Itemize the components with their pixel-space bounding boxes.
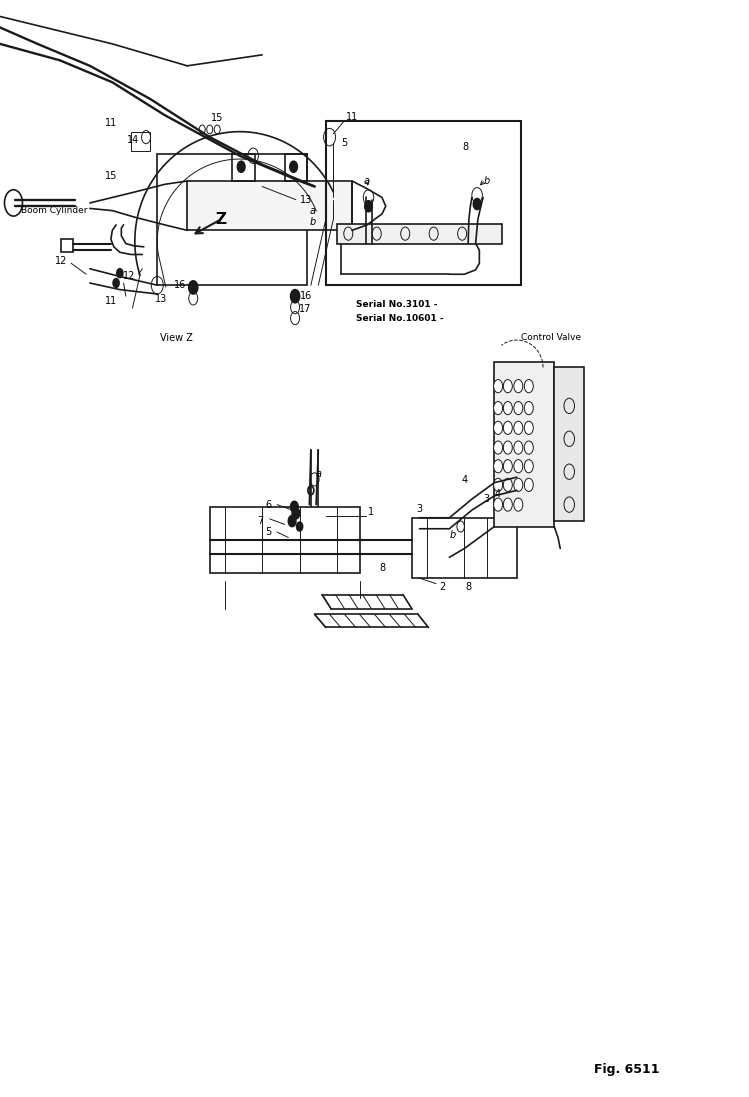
Text: 12: 12: [55, 256, 67, 267]
Text: 11: 11: [346, 112, 358, 123]
Text: b: b: [484, 176, 490, 186]
Bar: [232, 154, 255, 181]
Text: 15: 15: [211, 113, 223, 124]
Text: 6: 6: [265, 499, 271, 510]
Text: 5: 5: [342, 137, 348, 148]
Bar: [285, 154, 307, 181]
Circle shape: [503, 498, 512, 511]
Bar: [131, 132, 150, 151]
Circle shape: [524, 421, 533, 434]
Circle shape: [494, 478, 503, 491]
Text: 13: 13: [300, 194, 312, 205]
Text: 3: 3: [416, 504, 422, 514]
Circle shape: [524, 460, 533, 473]
Circle shape: [291, 501, 298, 512]
Text: 4: 4: [461, 475, 467, 486]
Text: 16: 16: [174, 280, 186, 291]
Text: 16: 16: [300, 291, 312, 302]
Circle shape: [524, 478, 533, 491]
Text: 17: 17: [300, 304, 312, 315]
Circle shape: [503, 402, 512, 415]
Text: 8: 8: [379, 563, 385, 574]
Circle shape: [494, 421, 503, 434]
Circle shape: [514, 478, 523, 491]
Circle shape: [290, 161, 297, 172]
Circle shape: [494, 380, 503, 393]
Circle shape: [365, 201, 372, 212]
Circle shape: [494, 460, 503, 473]
Text: 12: 12: [123, 271, 135, 282]
Bar: [326, 121, 521, 285]
Circle shape: [503, 441, 512, 454]
Text: 5: 5: [265, 527, 271, 538]
Circle shape: [297, 522, 303, 531]
Circle shape: [237, 161, 245, 172]
Circle shape: [514, 421, 523, 434]
Text: 15: 15: [105, 170, 117, 181]
Text: 11: 11: [105, 295, 117, 306]
Text: b: b: [450, 530, 456, 541]
Text: 14: 14: [127, 135, 139, 146]
Text: 8: 8: [463, 142, 469, 152]
Circle shape: [503, 421, 512, 434]
Text: 1: 1: [368, 507, 374, 518]
Text: a: a: [310, 205, 316, 216]
Text: Control Valve: Control Valve: [521, 333, 580, 342]
Circle shape: [503, 460, 512, 473]
Text: Z: Z: [216, 212, 226, 227]
Bar: [210, 507, 360, 573]
Circle shape: [503, 380, 512, 393]
Circle shape: [288, 516, 296, 527]
Circle shape: [494, 441, 503, 454]
Circle shape: [514, 402, 523, 415]
Text: View Z: View Z: [160, 332, 192, 343]
Bar: [157, 154, 307, 285]
Circle shape: [514, 380, 523, 393]
Circle shape: [524, 441, 533, 454]
Text: Boom Cylinder: Boom Cylinder: [21, 206, 88, 215]
Circle shape: [514, 498, 523, 511]
Bar: [554, 367, 584, 521]
Bar: [61, 239, 73, 252]
Text: Serial No.10601 -: Serial No.10601 -: [356, 314, 443, 323]
Text: 2: 2: [439, 581, 445, 592]
Circle shape: [514, 460, 523, 473]
Text: 13: 13: [155, 294, 167, 305]
Circle shape: [117, 269, 123, 278]
Text: 3: 3: [484, 494, 490, 505]
Text: 8: 8: [465, 581, 471, 592]
Text: Fig. 6511: Fig. 6511: [594, 1063, 659, 1076]
Text: 11: 11: [105, 117, 117, 128]
Circle shape: [113, 279, 119, 287]
Bar: [187, 181, 352, 230]
Circle shape: [494, 498, 503, 511]
Circle shape: [514, 441, 523, 454]
Circle shape: [189, 281, 198, 294]
Bar: [412, 518, 517, 578]
Circle shape: [524, 380, 533, 393]
Bar: [337, 224, 502, 244]
Text: a: a: [315, 468, 321, 479]
Circle shape: [524, 402, 533, 415]
Text: Serial No.3101 -: Serial No.3101 -: [356, 301, 437, 309]
Text: 4: 4: [495, 488, 501, 499]
Circle shape: [503, 478, 512, 491]
Text: a: a: [364, 176, 370, 186]
Text: 7: 7: [258, 516, 264, 527]
Circle shape: [291, 290, 300, 303]
Circle shape: [494, 402, 503, 415]
Bar: [494, 362, 554, 527]
Circle shape: [292, 508, 300, 519]
Text: b: b: [310, 216, 316, 227]
Circle shape: [473, 199, 481, 210]
